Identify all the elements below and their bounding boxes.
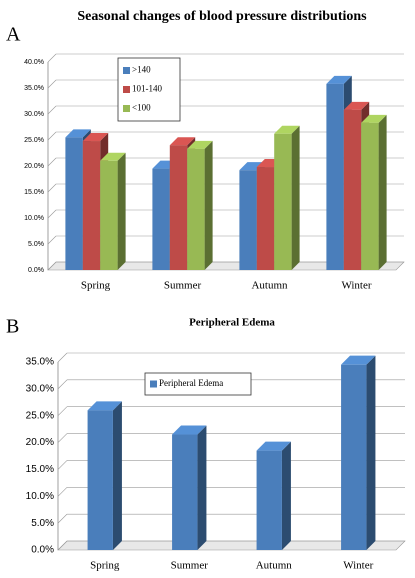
panel-label: B: [6, 316, 19, 338]
y-tick-label: 0.0%: [28, 267, 44, 274]
grid-line-side: [47, 105, 57, 115]
bar: [187, 148, 205, 270]
x-tick-label: Spring: [81, 280, 111, 292]
bar-side: [378, 114, 387, 270]
bar-top: [326, 75, 352, 84]
y-tick-label: 35.0%: [26, 357, 54, 368]
bar-top: [172, 425, 207, 435]
x-tick-label: Summer: [171, 560, 209, 572]
bar-side: [291, 125, 300, 270]
grid-line-side: [47, 131, 57, 141]
bar: [152, 168, 170, 270]
bar-top: [343, 101, 370, 110]
y-tick-label: 5.0%: [28, 241, 44, 248]
grid-line-side: [47, 157, 57, 167]
bar: [100, 160, 118, 270]
x-tick-label: Winter: [343, 560, 373, 572]
x-tick-label: Summer: [164, 280, 202, 292]
bar-side: [197, 425, 207, 550]
bar: [87, 410, 113, 550]
bar-top: [341, 355, 376, 365]
bar-top: [361, 114, 387, 123]
grid-line-side: [47, 53, 57, 63]
legend-label: <100: [132, 103, 151, 113]
bar: [82, 141, 101, 270]
grid-line-side: [57, 352, 68, 363]
legend-label: Peripheral Edema: [159, 378, 223, 388]
bar: [256, 450, 282, 550]
chart-title: Peripheral Edema: [189, 317, 275, 329]
grid-line-side: [57, 406, 68, 416]
y-tick-label: 15.0%: [24, 189, 44, 196]
bar: [65, 137, 83, 270]
bar: [256, 167, 275, 270]
y-tick-label: 10.0%: [26, 491, 54, 502]
bar-top: [256, 441, 291, 451]
bar-side: [281, 441, 291, 550]
bar-top: [100, 152, 126, 161]
bar-top: [187, 140, 213, 149]
bar: [172, 434, 198, 550]
grid-line-side: [47, 235, 57, 245]
grid-line-side: [57, 379, 68, 390]
legend-label: 101-140: [132, 84, 162, 94]
y-tick-label: 20.0%: [26, 437, 54, 448]
grid-line-side: [57, 513, 68, 524]
y-tick-label: 35.0%: [24, 85, 44, 92]
grid-line-side: [47, 183, 57, 193]
y-tick-label: 25.0%: [26, 410, 54, 421]
y-tick-label: 40.0%: [24, 59, 44, 66]
y-tick-label: 15.0%: [26, 464, 54, 475]
y-tick-label: 25.0%: [24, 137, 44, 144]
grid-line-side: [57, 487, 68, 497]
bar-side: [112, 401, 122, 550]
y-tick-label: 30.0%: [24, 111, 44, 118]
bar: [341, 364, 367, 550]
x-tick-label: Spring: [90, 560, 120, 572]
chart-title: Seasonal changes of blood pressure distr…: [77, 9, 367, 24]
grid-line-side: [57, 433, 68, 443]
legend-label: >140: [132, 65, 151, 75]
grid-line-side: [47, 261, 57, 271]
bar: [239, 170, 257, 270]
legend-swatch: [123, 86, 130, 93]
bar: [274, 133, 292, 270]
x-tick-label: Winter: [341, 280, 371, 292]
grid-line-side: [57, 540, 68, 551]
grid-line-side: [47, 209, 57, 219]
bar-side: [366, 355, 376, 550]
bar: [169, 145, 188, 270]
bar-side: [204, 140, 213, 270]
x-tick-label: Autumn: [256, 560, 293, 572]
grid-line-side: [47, 79, 57, 89]
y-tick-label: 10.0%: [24, 215, 44, 222]
y-tick-label: 0.0%: [31, 545, 54, 556]
bar-side: [117, 152, 126, 270]
bar: [326, 83, 344, 270]
bar: [343, 109, 362, 270]
bar-top: [87, 401, 122, 411]
grid-line-side: [57, 460, 68, 470]
y-tick-label: 5.0%: [31, 518, 54, 529]
bar-top: [65, 129, 91, 138]
y-tick-label: 20.0%: [24, 163, 44, 170]
y-tick-label: 30.0%: [26, 383, 54, 394]
legend-box: [144, 372, 252, 396]
bar: [361, 122, 379, 270]
legend-swatch: [123, 67, 130, 74]
legend-swatch: [150, 380, 157, 388]
bar-top: [274, 125, 300, 134]
bar-top: [82, 133, 109, 142]
x-tick-label: Autumn: [251, 280, 288, 292]
panel-label: A: [6, 24, 21, 46]
legend-swatch: [123, 105, 130, 112]
bar-top: [169, 137, 196, 146]
